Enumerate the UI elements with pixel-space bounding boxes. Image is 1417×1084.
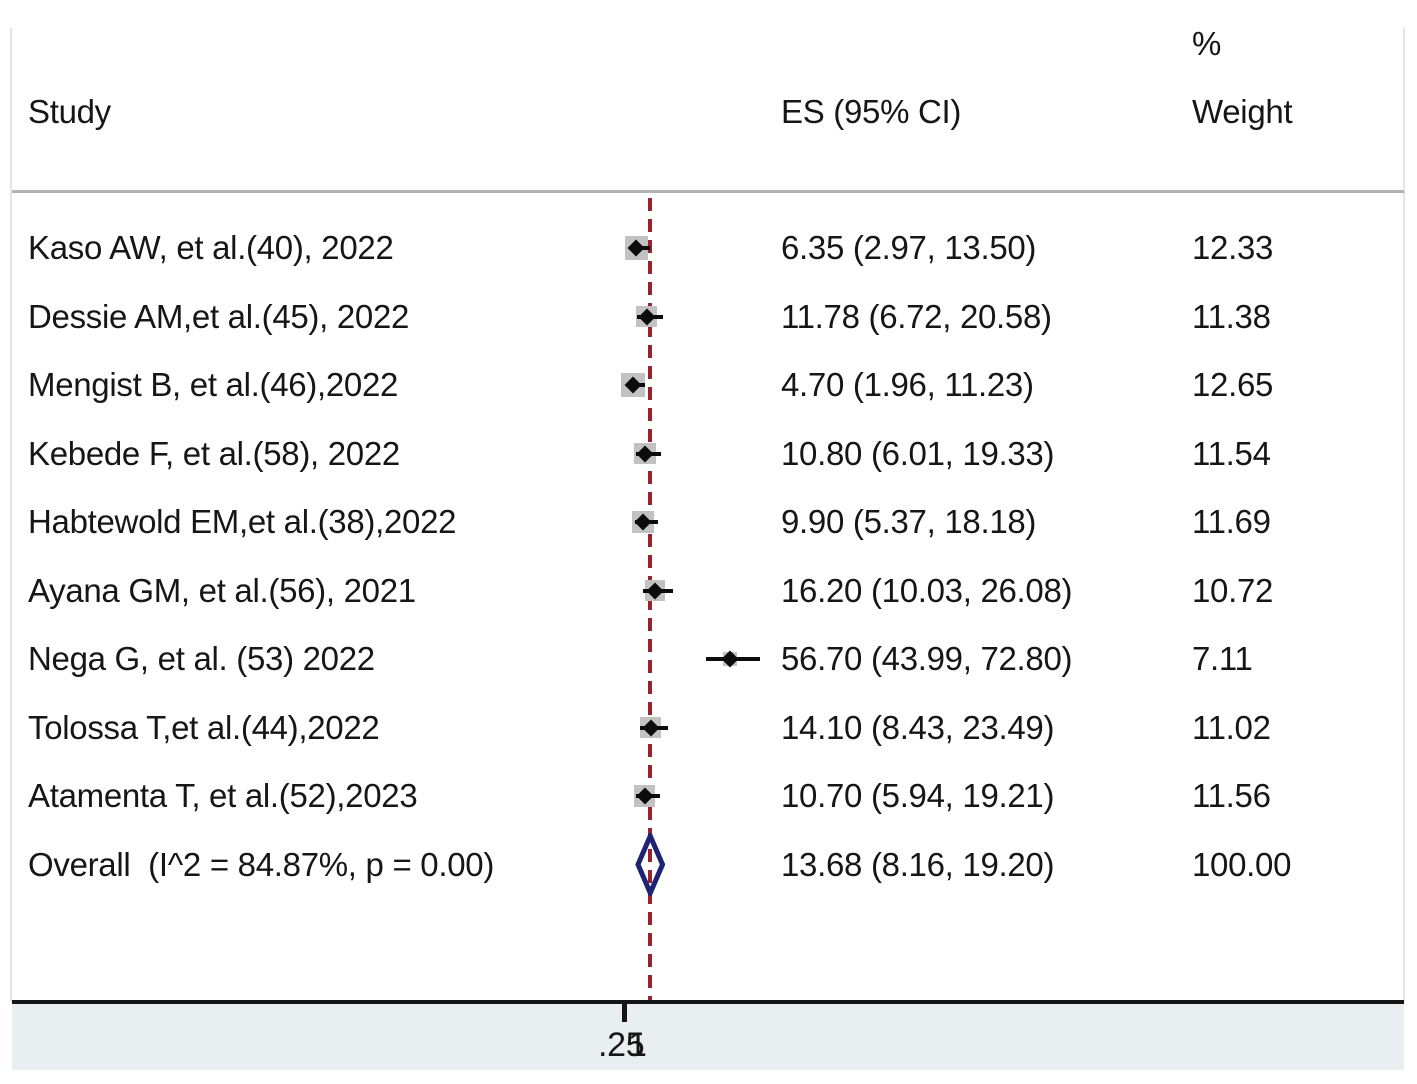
es-ci-value: 14.10 (8.43, 23.49) [781,708,1055,746]
plot-left-border [10,28,12,1002]
study-label: Tolossa T,et al.(44),2022 [28,708,380,746]
study-label: Ayana GM, et al.(56), 2021 [28,571,416,609]
weight-value: 7.11 [1192,640,1253,677]
weight-value: 11.38 [1192,297,1271,335]
overall-es-ci-value: 13.68 (8.16, 19.20) [781,845,1055,883]
study-label: Kebede F, et al.(58), 2022 [28,434,400,472]
x-axis-line [12,1000,1404,1004]
es-ci-value: 56.70 (43.99, 72.80) [781,640,1073,677]
study-label: Nega G, et al. (53) 2022 [28,640,375,677]
header-divider-line [12,190,1404,193]
overall-weight-value: 100.00 [1192,845,1292,883]
weight-value: 10.72 [1192,571,1274,609]
column-header-study: Study [28,93,111,130]
study-label: Dessie AM,et al.(45), 2022 [28,297,410,335]
column-header-percent: % [1192,25,1222,62]
weight-value: 12.33 [1192,229,1274,266]
x-axis-tick [622,1004,627,1022]
x-axis-tick-label-1: .25 [598,1026,645,1064]
study-label: Habtewold EM,et al.(38),2022 [28,503,457,540]
study-label: Mengist B, et al.(46),2022 [28,366,399,403]
es-ci-value: 6.35 (2.97, 13.50) [781,229,1037,266]
weight-value: 12.65 [1192,366,1274,403]
weight-value: 11.56 [1192,777,1271,814]
es-ci-value: 4.70 (1.96, 11.23) [781,366,1034,403]
overall-label: Overall (I^2 = 84.87%, p = 0.00) [28,845,495,883]
es-ci-value: 11.78 (6.72, 20.58) [781,297,1052,335]
weight-value: 11.54 [1192,434,1271,472]
weight-value: 11.02 [1192,708,1271,746]
study-label: Kaso AW, et al.(40), 2022 [28,229,394,266]
overall-diamond-icon [635,829,666,901]
study-label: Atamenta T, et al.(52),2023 [28,777,418,814]
x-axis-tick-label: .25 1 [598,1026,647,1064]
es-ci-value: 10.70 (5.94, 19.21) [781,777,1055,814]
plot-right-border [1403,28,1405,1002]
es-ci-value: 10.80 (6.01, 19.33) [781,434,1055,472]
weight-value: 11.69 [1192,503,1271,540]
es-ci-value: 9.90 (5.37, 18.18) [781,503,1037,540]
column-header-es-ci: ES (95% CI) [781,93,962,130]
x-axis-tick-label-2-overlapping: 1 [628,1026,647,1064]
x-axis-footer-band [12,1004,1404,1070]
es-ci-value: 16.20 (10.03, 26.08) [781,571,1073,609]
column-header-weight: Weight [1192,93,1293,130]
